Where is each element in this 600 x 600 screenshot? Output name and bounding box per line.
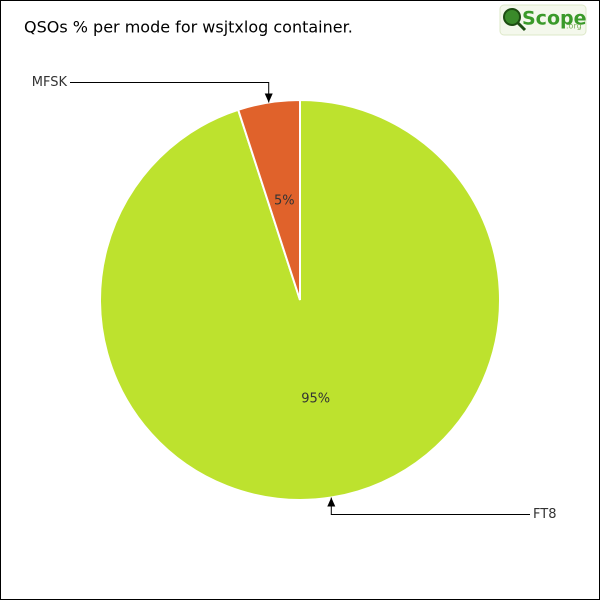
chart-title: QSOs % per mode for wsjtxlog container. xyxy=(24,18,353,37)
category-label: FT8 xyxy=(533,507,556,522)
logo-suffix: .org xyxy=(566,22,582,31)
logo-handle xyxy=(516,21,527,32)
value-label: 95% xyxy=(301,391,330,406)
value-label: 5% xyxy=(274,194,295,209)
logo-text: Scope xyxy=(522,8,587,30)
callout-arrow xyxy=(327,497,336,507)
logo: Scope .org xyxy=(499,4,587,36)
logo-lens xyxy=(503,8,521,26)
callout-arrow xyxy=(264,93,273,103)
category-label: MFSK xyxy=(32,75,68,90)
pie-slice xyxy=(236,98,301,301)
